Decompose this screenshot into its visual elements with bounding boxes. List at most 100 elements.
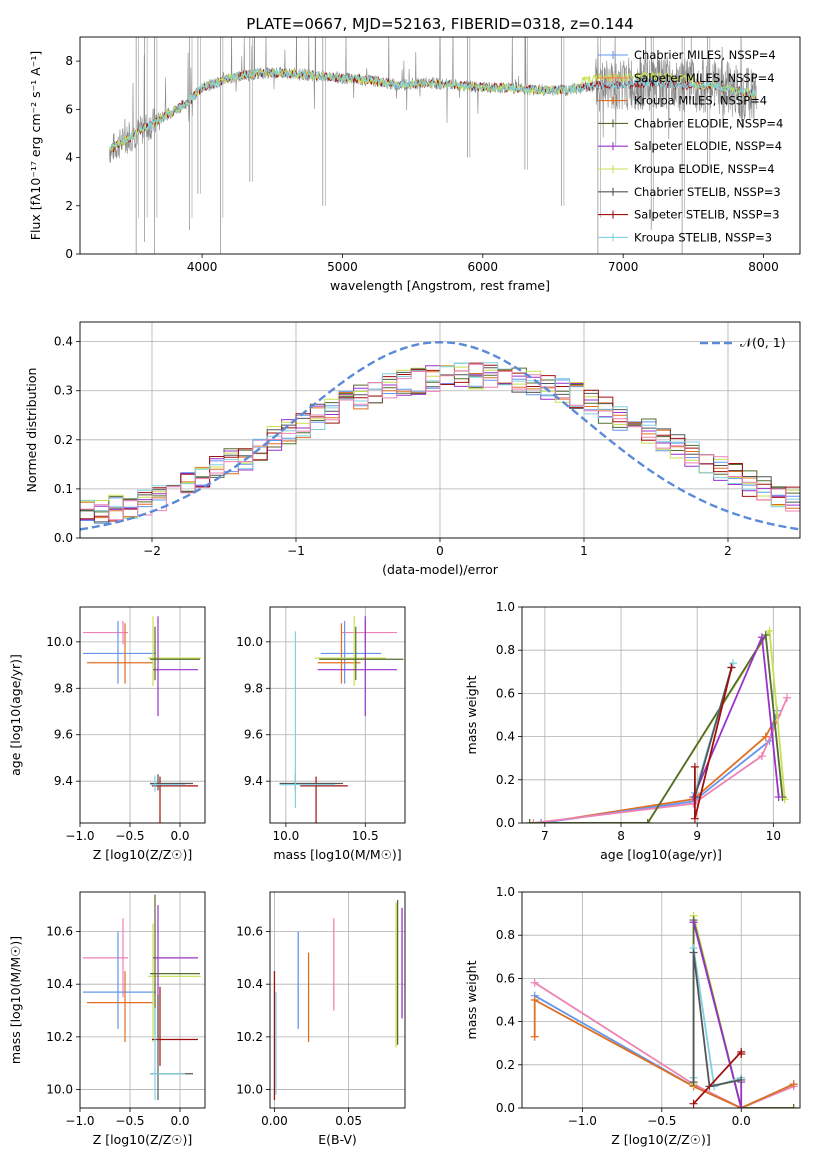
y-tick-label: 0.2 [496,773,515,787]
y-tick-label: 4 [65,151,73,165]
x-tick-label: 4000 [187,260,218,274]
y-axis-label: mass weight [464,960,479,1039]
error-cross [87,971,153,1043]
plot-area-age_vs_z [80,607,205,823]
weight-series [530,978,798,1108]
axes-mass_weight_vs_z: −1.0 −0.5 0.0 0.0 0.2 0.4 0.6 0.8 1.0 Z [log10(Z/… [464,885,801,1147]
y-tick-label: 0.8 [496,928,515,942]
x-axis-label: Z [log10(Z/Z☉)] [611,1132,711,1147]
weight-line [534,981,794,1108]
x-tick-label: 7000 [608,260,639,274]
x-tick-label: 0.05 [335,1114,362,1128]
weight-marker [689,918,698,927]
weight-series [689,918,746,1108]
y-tick-label: 6 [65,102,73,116]
weight-series [689,948,746,1091]
weight-marker [530,978,539,987]
axes-mass_vs_ebv: 0.00 0.05 10.0 10.2 10.4 10.6 E(B-V) [236,891,406,1147]
y-tick-label: 10.0 [236,1083,263,1097]
error-cross [300,776,348,823]
error-cross [317,616,398,717]
y-axis-label: age [log10(age/yr)] [8,654,23,776]
y-tick-label: 10.0 [46,1083,73,1097]
weight-marker [761,732,770,741]
legend-entry: Chabrier MILES, NSSP=4 [634,48,776,62]
weight-marker [737,1104,746,1108]
y-tick-label: 10.0 [46,635,73,649]
x-axis-label: mass [log10(M/M☉)] [273,847,401,862]
error-cross [83,918,128,998]
error-cross [150,774,193,791]
weight-marker [689,1099,698,1108]
histogram-series [80,362,800,519]
axes-frame [269,891,406,1109]
legend-entry: Salpeter ELODIE, NSSP=4 [634,139,782,153]
weight-series [690,663,736,823]
y-tick-label: 0.8 [496,643,515,657]
y-tick-label: 0.0 [496,1101,515,1115]
y-tick-label: 0.2 [54,433,73,447]
legend-entry: Chabrier STELIB, NSSP=3 [634,185,781,199]
weight-line [529,628,786,823]
x-tick-label: −2 [143,544,161,558]
axes-spectrum: 4000 5000 6000 7000 8000 0 2 4 6 8 wavelength [Ang… [28,36,801,293]
x-tick-label: −0.5 [115,1114,144,1128]
weight-marker [530,1032,539,1041]
weight-series [689,1047,746,1108]
error-cross [319,626,404,681]
y-axis-label: Normed distribution [24,368,39,493]
plot-area-mass_weight_vs_z [522,892,800,1108]
weight-series [529,693,792,823]
error-cross [279,774,344,791]
weight-marker [774,793,783,802]
x-tick-label: 6000 [468,260,499,274]
y-tick-label: 9.8 [54,681,73,695]
weight-line [529,632,784,823]
y-tick-label: 10.2 [236,1030,263,1044]
x-tick-label: 10.0 [273,829,300,843]
plot-area-mass_vs_z [80,892,205,1108]
axes-age_vs_mass: 10.0 10.5 9.4 9.6 9.8 10.0 mass [log10(M/M☉)] [236,606,406,862]
weight-marker [643,819,652,823]
axes-age_vs_z: −1.0 −0.5 0.0 9.4 9.6 9.8 10.0 Z [log10(Z/Z☉)] a… [8,606,206,862]
y-tick-label: 10.4 [236,977,263,991]
plot-area-residuals [80,322,800,538]
x-tick-label: 2 [724,544,732,558]
weight-marker [529,819,538,823]
weight-marker [789,1080,798,1089]
x-tick-label: −1.0 [568,1114,597,1128]
axes-mass_weight_vs_age: 7 8 9 10 0.0 0.2 0.4 0.6 0.8 1.0 age [log10(age/yr… [464,600,801,862]
weight-line [694,667,733,819]
x-axis-label: Z [log10(Z/Z☉)] [93,1132,193,1147]
axes-frame [79,891,206,1109]
y-tick-label: 0.0 [496,816,515,830]
figure-title: PLATE=0667, MJD=52163, FIBERID=0318, z=0… [246,15,633,33]
x-axis-label: E(B-V) [318,1132,357,1147]
weight-marker [537,819,546,823]
error-cross [314,616,386,686]
y-tick-label: 9.6 [244,728,263,742]
weight-marker [689,1078,698,1087]
weight-marker [690,762,699,771]
legend-entry: Chabrier ELODIE, NSSP=4 [634,116,783,130]
y-tick-label: 0.4 [496,730,515,744]
x-tick-label: 10 [766,829,781,843]
histogram-series [80,363,800,521]
axes-frame [79,36,801,255]
weight-marker [789,1104,798,1108]
error-cross [83,931,156,1029]
weight-marker [690,814,699,823]
y-axis-label: mass weight [464,675,479,754]
x-axis-label: Z [log10(Z/Z☉)] [93,847,193,862]
weight-line [533,998,794,1108]
plot-area-spectrum [109,37,757,254]
x-tick-label: 7 [541,829,549,843]
spectrum-model-line [109,68,757,153]
error-cross [148,616,201,686]
weight-marker [689,948,698,957]
weight-marker [530,996,539,1004]
error-cross [152,776,198,823]
y-tick-label: 0.2 [496,1058,515,1072]
error-cross [341,620,398,645]
